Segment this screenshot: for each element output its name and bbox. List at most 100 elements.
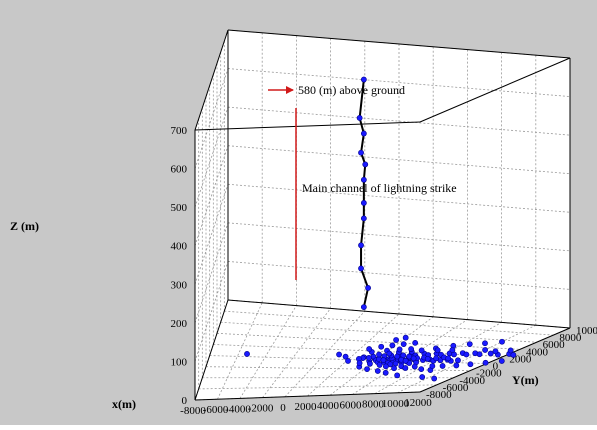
ground-point xyxy=(400,341,407,348)
grid-left-z xyxy=(194,184,229,285)
ground-point xyxy=(378,343,385,350)
y-axis-label: Y(m) xyxy=(512,373,539,387)
ground-point xyxy=(492,348,499,355)
grid-left-z xyxy=(194,68,229,169)
axes-box-edge xyxy=(419,57,571,123)
channel-point xyxy=(360,304,367,310)
ground-point xyxy=(418,347,425,354)
ground-point xyxy=(439,363,446,369)
ground-point xyxy=(366,346,373,352)
ground-point xyxy=(510,352,517,358)
channel-point xyxy=(360,215,367,222)
channel-annotation: Main channel of lightning strike xyxy=(295,108,457,280)
z-tick-label: 500 xyxy=(171,202,188,214)
x-tick-label: 8000 xyxy=(362,399,385,411)
ground-point xyxy=(467,361,474,368)
x-tick-label: 4000 xyxy=(317,400,340,412)
x-tick-label: 0 xyxy=(280,402,286,414)
ground-point xyxy=(367,360,373,367)
y-tick-label: -8000 xyxy=(426,389,452,401)
z-tick-label: 200 xyxy=(171,318,188,330)
ground-point xyxy=(376,362,383,368)
ground-point xyxy=(453,362,460,369)
grid-floor-x xyxy=(262,308,331,398)
grid-floor-x xyxy=(217,302,263,400)
grid-left-z xyxy=(194,222,229,323)
ground-point xyxy=(429,363,436,369)
x-tick-labels: -8000-6000-4000-2000 0 2000 4000 6000 8000100… xyxy=(180,397,432,417)
grid-left-z xyxy=(194,261,229,362)
ground-point xyxy=(412,339,419,346)
z-tick-label: 300 xyxy=(171,279,188,291)
axes-box-edge xyxy=(227,29,571,59)
x-tick-label: 10000 xyxy=(382,398,410,410)
axes-box-edge xyxy=(227,299,571,329)
ground-point xyxy=(396,346,403,353)
y-tick-label: -2000 xyxy=(476,368,502,380)
axes-box-edge xyxy=(194,391,421,401)
ground-point xyxy=(482,347,488,353)
y-tick-label: -4000 xyxy=(459,375,485,387)
ground-point xyxy=(499,338,505,345)
z-tick-label: 100 xyxy=(171,356,188,368)
ground-point xyxy=(386,350,393,357)
z-tick-label: 700 xyxy=(171,125,188,137)
x-tick-label: 6000 xyxy=(340,399,363,411)
ground-point xyxy=(476,351,483,358)
x-tick-label: 2000 xyxy=(295,401,318,413)
channel-point xyxy=(365,285,371,291)
ground-point xyxy=(394,353,401,360)
ground-point xyxy=(455,357,461,364)
channel-point xyxy=(360,130,367,137)
plot-panel-top xyxy=(195,30,570,130)
ground-points xyxy=(244,334,517,382)
height-annotation: 580 (m) above ground xyxy=(268,83,405,97)
grid-back-z xyxy=(227,145,571,175)
ground-point xyxy=(433,355,440,362)
y-tick-label: 6000 xyxy=(543,339,566,351)
grid-back-z xyxy=(227,261,571,290)
y-tick-label: 8000 xyxy=(559,332,582,344)
height-annotation-text: 580 (m) above ground xyxy=(298,83,405,97)
ground-point xyxy=(393,337,400,343)
grid-back-z xyxy=(227,183,571,213)
ground-point xyxy=(419,374,426,380)
ground-point xyxy=(391,365,397,372)
channel-point xyxy=(358,265,364,272)
ground-point xyxy=(482,340,488,347)
ground-point xyxy=(411,363,418,370)
ground-point xyxy=(382,363,389,370)
grid-floor-x xyxy=(397,324,536,394)
grid-floor-y xyxy=(224,310,554,336)
ground-point xyxy=(449,347,456,353)
ground-point xyxy=(402,365,409,371)
ground-point xyxy=(418,366,425,373)
grid-floor-y xyxy=(205,366,471,372)
ground-point xyxy=(380,357,387,364)
z-tick-label: 600 xyxy=(171,164,188,176)
ground-point xyxy=(364,366,370,373)
ground-point xyxy=(431,375,438,382)
ground-point xyxy=(389,342,396,349)
x-tick-label: 12000 xyxy=(404,397,432,409)
grid-left-z xyxy=(194,107,229,208)
channel-point xyxy=(356,115,363,121)
ground-point xyxy=(466,341,473,348)
grid-back-z xyxy=(227,106,571,136)
axes-box-front xyxy=(194,29,571,401)
ground-point xyxy=(394,372,401,379)
y-tick-label: 1000 xyxy=(576,325,597,337)
z-axis-label: Z (m) xyxy=(10,219,39,233)
ground-point xyxy=(356,360,363,367)
grid-back-z xyxy=(227,222,571,252)
y-tick-label: 0 xyxy=(493,361,499,373)
ground-point xyxy=(342,353,349,360)
ground-point xyxy=(424,356,431,362)
channel-annotation-text: Main channel of lightning strike xyxy=(302,181,457,195)
grid-floor-x xyxy=(307,313,400,397)
ground-point xyxy=(402,357,409,364)
ground-point xyxy=(498,358,505,364)
